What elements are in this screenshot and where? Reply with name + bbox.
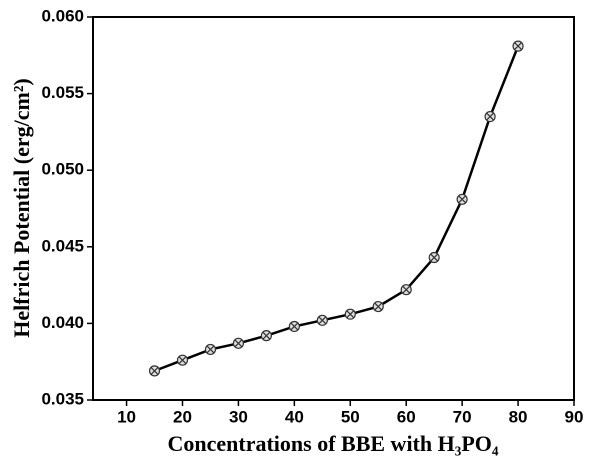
y-tick-label: 0.055	[41, 83, 84, 102]
marker-part	[458, 195, 467, 204]
marker	[344, 308, 356, 320]
marker-part	[262, 331, 271, 340]
y-tick-label: 0.045	[41, 236, 84, 255]
marker	[456, 193, 468, 205]
x-tick-label: 80	[509, 407, 528, 426]
marker	[148, 365, 161, 377]
marker-part	[346, 310, 355, 319]
marker	[232, 337, 245, 349]
y-tick-label: 0.050	[41, 160, 84, 179]
x-tick-label: 90	[565, 407, 584, 426]
x-tick-label: 20	[173, 407, 192, 426]
y-tick-label: 0.060	[41, 6, 84, 25]
marker	[512, 40, 524, 52]
y-tick-label: 0.040	[41, 313, 84, 332]
marker	[372, 300, 384, 313]
marker-part	[178, 356, 187, 365]
x-tick-label: 40	[285, 407, 304, 426]
marker	[260, 330, 272, 342]
marker	[204, 343, 217, 356]
marker-part	[430, 253, 439, 262]
x-axis-label: Concentrations of BBE with H₃PO₄	[168, 431, 499, 456]
marker	[316, 314, 328, 326]
marker	[400, 284, 412, 296]
x-tick-label: 70	[453, 407, 472, 426]
y-tick-label: 0.035	[41, 389, 84, 408]
line	[154, 45, 520, 373]
marker-part	[374, 302, 383, 311]
marker-part	[402, 285, 411, 294]
marker	[428, 251, 440, 264]
marker-part	[290, 322, 299, 331]
x-tick-label: 50	[341, 407, 360, 426]
marker-part	[234, 339, 243, 348]
marker	[176, 354, 189, 366]
marker-part	[206, 345, 215, 354]
x-tick-label: 30	[229, 407, 248, 426]
y-axis-label: Helfrich Potential (erg/cm²)	[9, 78, 34, 338]
marker-part	[150, 366, 159, 375]
plot-frame	[92, 16, 575, 401]
marker-part	[318, 316, 327, 325]
x-tick-label: 60	[397, 407, 416, 426]
marker-part	[486, 112, 495, 121]
marker-part	[514, 42, 522, 51]
marker	[288, 320, 300, 333]
x-tick-label: 10	[117, 407, 136, 426]
marker	[484, 110, 496, 123]
